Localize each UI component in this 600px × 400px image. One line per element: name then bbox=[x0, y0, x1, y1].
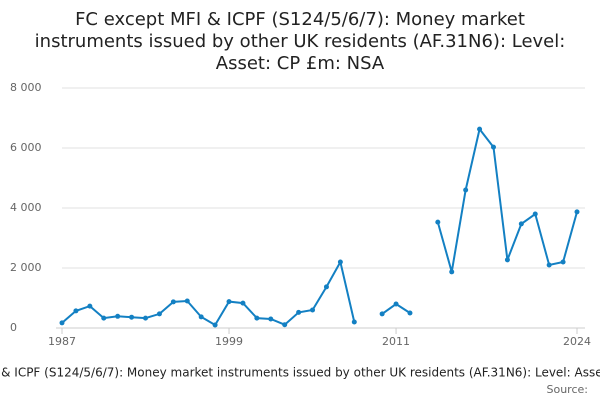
point bbox=[518, 221, 524, 227]
chart-title: Asset: CP £m: NSA bbox=[216, 53, 385, 74]
point bbox=[337, 259, 343, 265]
chart-title: instruments issued by other UK residents… bbox=[35, 31, 566, 52]
point bbox=[296, 309, 302, 315]
point bbox=[59, 320, 65, 326]
subtitle: FC except MFI & ICPF (S124/5/6/7): Money… bbox=[0, 366, 600, 380]
point bbox=[115, 313, 121, 319]
x-tick-label: 1987 bbox=[48, 335, 76, 348]
point bbox=[87, 303, 93, 309]
y-tick-label: 6 000 bbox=[10, 141, 42, 154]
y-tick-label: 4 000 bbox=[10, 201, 42, 214]
y-tick-label: 0 bbox=[10, 321, 17, 334]
point bbox=[407, 310, 413, 316]
point bbox=[156, 311, 162, 317]
y-tick-label: 2 000 bbox=[10, 261, 42, 274]
point bbox=[212, 322, 218, 328]
point bbox=[310, 307, 316, 313]
point bbox=[393, 301, 399, 307]
point bbox=[532, 211, 538, 217]
point bbox=[268, 316, 274, 322]
point bbox=[379, 311, 385, 317]
point bbox=[73, 308, 79, 314]
point bbox=[477, 126, 483, 132]
point bbox=[449, 269, 455, 275]
point bbox=[490, 144, 496, 150]
x-tick-label: 2011 bbox=[382, 335, 410, 348]
point bbox=[240, 300, 246, 306]
x-tick-label: 2024 bbox=[563, 335, 591, 348]
point bbox=[463, 187, 469, 193]
point bbox=[546, 262, 552, 268]
source: Source: bbox=[547, 383, 589, 396]
point bbox=[504, 257, 510, 263]
point bbox=[101, 315, 107, 321]
point bbox=[143, 315, 149, 321]
point bbox=[560, 259, 566, 265]
point bbox=[323, 284, 329, 290]
point bbox=[435, 219, 441, 225]
point bbox=[282, 322, 288, 328]
point bbox=[226, 299, 232, 305]
point bbox=[170, 299, 176, 305]
point bbox=[574, 209, 580, 215]
point bbox=[198, 314, 204, 320]
point bbox=[351, 319, 357, 325]
x-tick-label: 1999 bbox=[215, 335, 243, 348]
point bbox=[184, 298, 190, 304]
point bbox=[129, 314, 135, 320]
chart-title: FC except MFI & ICPF (S124/5/6/7): Money… bbox=[75, 9, 525, 30]
y-tick-label: 8 000 bbox=[10, 81, 42, 94]
point bbox=[254, 315, 260, 321]
line bbox=[61, 126, 578, 327]
